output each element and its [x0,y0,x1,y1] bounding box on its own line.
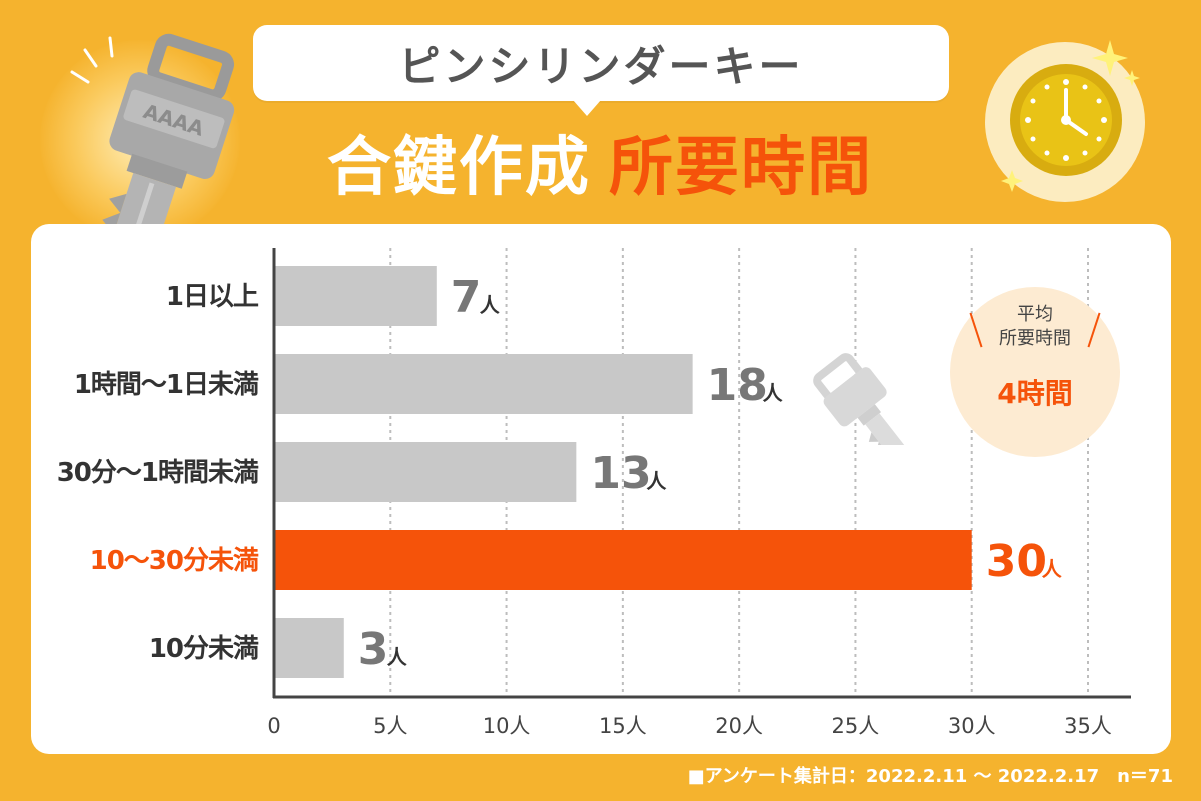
x-tick-label: 20人 [715,714,763,738]
bar [275,266,437,326]
x-tick-label: 35人 [1064,714,1112,738]
category-label: 30分〜1時間未満 [57,458,259,488]
category-label: 1時間〜1日未満 [74,370,259,400]
category-label: 1日以上 [166,282,259,312]
value-unit: 人 [763,381,784,405]
value-label: 3 [358,624,389,675]
category-label: 10〜30分未満 [90,546,259,576]
x-tick-label: 15人 [599,714,647,738]
survey-footer: ■アンケート集計日：2022.2.11 〜 2022.2.17 n＝71 [687,766,1173,787]
average-value: 4時間 [997,377,1073,410]
average-badge [950,287,1120,457]
bar [275,530,972,590]
value-unit: 人 [480,293,501,317]
average-label-line2: 所要時間 [999,328,1071,349]
clock-icon [1001,40,1140,192]
x-tick-label: 30人 [948,714,996,738]
value-unit: 人 [1042,557,1063,581]
average-label: 平均 所要時間 [950,303,1120,351]
average-label-line1: 平均 [1017,304,1053,325]
x-tick-label: 10人 [483,714,531,738]
value-unit: 人 [646,469,667,493]
small-key-icon [813,353,911,445]
value-label: 18 [707,360,768,411]
value-label: 30 [986,536,1047,587]
x-tick-label: 5人 [373,714,407,738]
value-label: 7 [451,272,482,323]
title-white: 合鍵作成 [327,131,591,205]
bubble-tail [573,100,601,116]
value-label: 13 [590,448,651,499]
bubble-title: ピンシリンダーキー [398,41,804,91]
value-unit: 人 [387,645,408,669]
bar [275,354,693,414]
x-tick-label: 0 [267,714,280,738]
title-orange: 所要時間 [609,131,873,205]
bar [275,442,577,502]
main-title: 合鍵作成 所要時間 [250,116,950,208]
bar [275,618,344,678]
title-bubble [253,25,949,101]
category-label: 10分未満 [149,634,259,664]
x-tick-label: 25人 [832,714,880,738]
